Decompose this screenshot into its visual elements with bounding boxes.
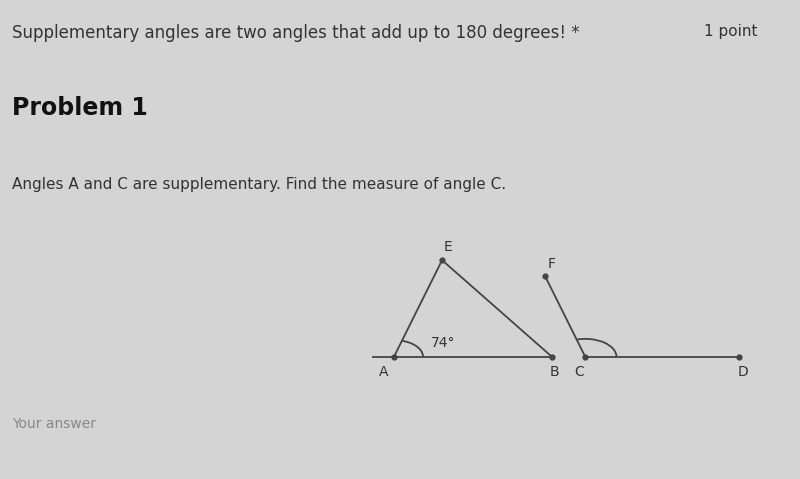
Text: 1 point: 1 point bbox=[704, 24, 758, 39]
Text: C: C bbox=[574, 365, 584, 379]
Text: Supplementary angles are two angles that add up to 180 degrees! *: Supplementary angles are two angles that… bbox=[12, 24, 580, 42]
Text: Problem 1: Problem 1 bbox=[12, 96, 148, 120]
Text: A: A bbox=[378, 365, 388, 379]
Text: B: B bbox=[550, 365, 559, 379]
Text: Your answer: Your answer bbox=[12, 417, 96, 431]
Text: 74°: 74° bbox=[431, 336, 456, 350]
Text: E: E bbox=[444, 240, 453, 254]
Text: D: D bbox=[738, 365, 749, 379]
Text: Angles A and C are supplementary. Find the measure of angle C.: Angles A and C are supplementary. Find t… bbox=[12, 177, 506, 192]
Text: F: F bbox=[547, 258, 555, 272]
